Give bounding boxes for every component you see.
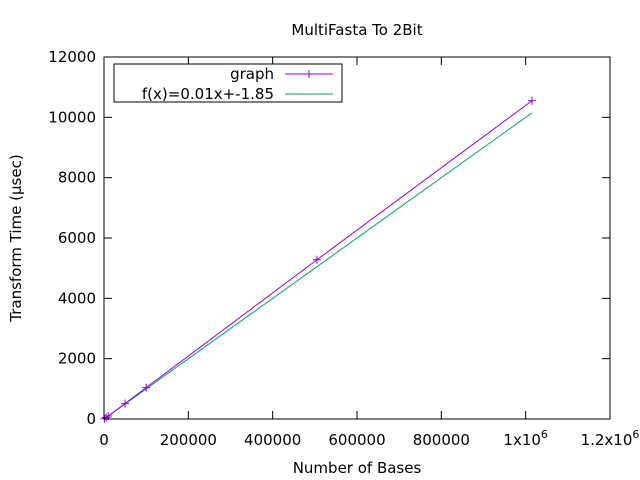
plot-frame [103,56,611,420]
x-tick-label-exponent: 6 [541,428,548,441]
x-tick-label-base: 200000 [160,431,217,449]
x-tick-label-base: 800000 [413,431,470,449]
y-tick-label: 2000 [58,350,96,368]
fit-line [103,112,533,420]
y-tick-label: 0 [86,410,96,428]
data-point [102,413,111,422]
x-tick-label: 400000 [244,431,301,449]
legend-label-graph: graph [230,65,274,83]
x-tick-label-exponent: 6 [632,428,639,441]
data-point [312,255,321,264]
tick-labels: 0 2000 4000 6000 8000 10000 12000 0 200000 400000… [48,48,639,449]
x-tick-label: 800000 [413,431,470,449]
x-tick-label: 0 [99,431,109,449]
y-tick-label: 10000 [48,108,96,126]
x-tick-label: 600000 [328,431,385,449]
legend-label-fit: f(x)=0.01x+-1.85 [142,85,274,103]
x-tick-label-base: 0 [99,431,109,449]
x-tick-label: 1.2x106 [581,428,640,449]
x-axis-title: Number of Bases [293,459,422,477]
y-tick-label: 12000 [48,48,96,66]
x-tick-label-base: 600000 [328,431,385,449]
data-point [142,383,151,392]
legend: graph f(x)=0.01x+-1.85 [113,63,343,103]
legend-box [113,63,343,103]
x-tick-label: 1x106 [503,428,548,449]
legend-marker-graph [305,70,313,78]
data-point [121,399,130,408]
x-tick-label: 200000 [160,431,217,449]
data-point [527,96,536,105]
y-tick-label: 6000 [58,229,96,247]
x-tick-label-base: 1.2x10 [581,431,633,449]
x-tick-label-base: 1x10 [503,431,541,449]
y-tick-label: 8000 [58,169,96,187]
x-tick-label-base: 400000 [244,431,301,449]
y-tick-label: 4000 [58,289,96,307]
y-axis-title: Transform Time (µsec) [7,154,25,322]
plot-area [100,96,536,423]
chart-title: MultiFasta To 2Bit [291,21,422,39]
